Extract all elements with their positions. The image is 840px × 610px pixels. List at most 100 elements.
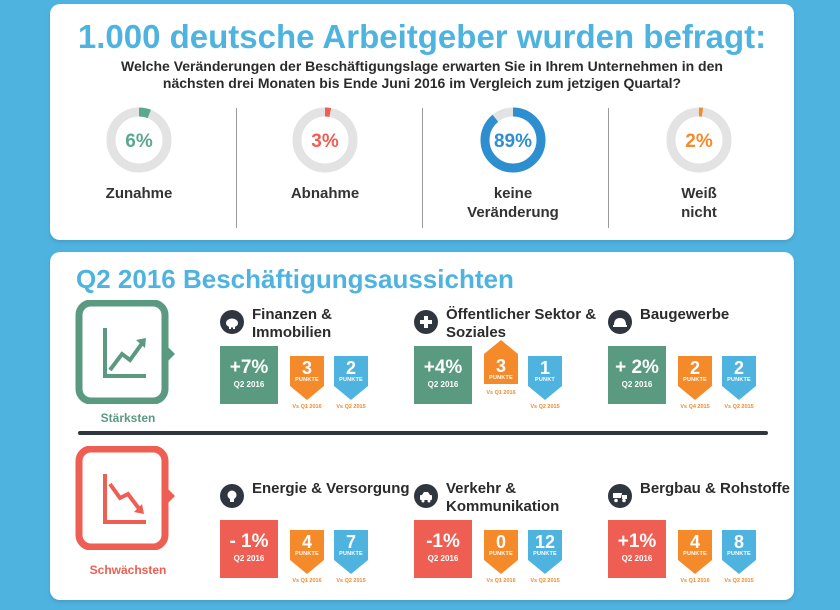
column-divider bbox=[236, 108, 237, 228]
points-box: 12 PUNKTE bbox=[528, 530, 562, 560]
arrow-down-icon bbox=[290, 386, 324, 400]
points-unit: PUNKTE bbox=[727, 377, 751, 383]
points-box: 0 PUNKTE bbox=[484, 530, 518, 560]
comparison-caption: Vs Q1 2016 bbox=[292, 404, 322, 410]
points-value: 7 bbox=[345, 532, 356, 552]
arrow-down-icon bbox=[678, 560, 712, 574]
donut-percent: 2% bbox=[685, 131, 713, 152]
donut-percent: 3% bbox=[311, 131, 339, 152]
points-box: 7 PUNKTE bbox=[334, 530, 368, 560]
points-unit: PUNKTE bbox=[339, 377, 363, 383]
points-unit: PUNKTE bbox=[683, 377, 707, 383]
outlook-title: Q2 2016 Beschäftigungsaussichten bbox=[76, 264, 514, 294]
comparison-caption: Vs Q1 2016 bbox=[292, 578, 322, 584]
points-unit: PUNKTE bbox=[295, 377, 319, 383]
sector-strongest-1: Finanzen & Immobilien +7% Q2 2016 3 PUNKTE Vs… bbox=[220, 306, 410, 436]
column-divider bbox=[422, 108, 423, 228]
sector-quarter: Q2 2016 bbox=[427, 380, 459, 389]
sector-quarter: Q2 2016 bbox=[233, 554, 265, 563]
arrow-down-icon bbox=[722, 386, 756, 400]
comparison-caption: Vs Q1 2016 bbox=[680, 578, 710, 584]
donut-chart: 2% bbox=[666, 107, 732, 173]
sector-name: Baugewerbe bbox=[640, 306, 730, 323]
sector-name: Energie & Versorgung bbox=[252, 480, 410, 497]
survey-title: 1.000 deutsche Arbeitgeber wurden befrag… bbox=[77, 18, 767, 55]
comparison-caption: Vs Q2 2015 bbox=[530, 404, 560, 410]
sector-name: Finanzen & Immobilien bbox=[252, 306, 333, 341]
points-value: 0 bbox=[495, 532, 506, 552]
lightbulb-icon bbox=[220, 484, 244, 508]
points-value: 2 bbox=[689, 358, 700, 378]
donut-label: keine Veränderung bbox=[467, 185, 559, 221]
points-value: 1 bbox=[539, 358, 550, 378]
sector-value-box: +1% Q2 2016 bbox=[608, 520, 666, 578]
arrow-down-icon bbox=[678, 386, 712, 400]
points-value: 3 bbox=[301, 358, 312, 378]
comparison-caption: Vs Q2 2015 bbox=[724, 404, 754, 410]
points-value: 4 bbox=[301, 532, 312, 552]
points-value: 4 bbox=[689, 532, 700, 552]
donut-chart: 3% bbox=[292, 107, 358, 173]
sector-value-box: + 2% Q2 2016 bbox=[608, 346, 666, 404]
comparison-caption: Vs Q2 2015 bbox=[336, 578, 366, 584]
points-value: 12 bbox=[534, 532, 556, 552]
donut-label: Zunahme bbox=[105, 185, 173, 202]
points-unit: PUNKTE bbox=[295, 551, 319, 557]
comparison-caption: Vs Q2 2015 bbox=[724, 578, 754, 584]
sector-weakest-1: Energie & Versorgung - 1% Q2 2016 4 PUNKTE Vs… bbox=[220, 480, 410, 610]
hard-hat-icon bbox=[608, 310, 632, 334]
points-box: 8 PUNKTE bbox=[722, 530, 756, 560]
chart-down-icon bbox=[75, 446, 175, 550]
points-value: 2 bbox=[733, 358, 744, 378]
donut-decrease: 3% Abnahme bbox=[250, 106, 400, 203]
sector-quarter: Q2 2016 bbox=[233, 380, 265, 389]
sector-weakest-2: Verkehr & Kommunikation -1% Q2 2016 0 PUNKTE… bbox=[414, 480, 604, 610]
donut-label: Weiß nicht bbox=[681, 185, 717, 221]
donut-percent: 89% bbox=[494, 131, 532, 152]
points-box: 2 PUNKTE bbox=[334, 356, 368, 386]
points-unit: PUNKTE bbox=[533, 551, 557, 557]
points-box: 3 PUNKTE bbox=[484, 354, 518, 384]
arrow-down-icon bbox=[528, 560, 562, 574]
points-unit: PUNKTE bbox=[489, 375, 513, 381]
sector-value-box: +4% Q2 2016 bbox=[414, 346, 472, 404]
arrow-down-icon bbox=[484, 560, 518, 574]
strongest-label: Stärksten bbox=[100, 411, 156, 425]
donut-unknown: 2% Weiß nicht bbox=[624, 106, 774, 222]
sector-value: + 2% bbox=[615, 357, 659, 378]
points-box: 2 PUNKTE bbox=[678, 356, 712, 386]
chart-up-icon bbox=[75, 300, 175, 404]
sector-weakest-3: Bergbau & Rohstoffe +1% Q2 2016 4 PUNKTE Vs Q… bbox=[608, 480, 798, 610]
mining-truck-icon bbox=[608, 484, 632, 508]
arrow-down-icon bbox=[334, 386, 368, 400]
comparison-caption: Vs Q4 2015 bbox=[680, 404, 710, 410]
sector-quarter: Q2 2016 bbox=[427, 554, 459, 563]
comparison-caption: Vs Q2 2015 bbox=[530, 578, 560, 584]
donut-no-change: 89% keine Veränderung bbox=[438, 106, 588, 222]
points-value: 8 bbox=[733, 532, 744, 552]
sector-value-box: +7% Q2 2016 bbox=[220, 346, 278, 404]
arrow-up-icon bbox=[484, 340, 518, 354]
points-unit: PUNKT bbox=[535, 377, 555, 383]
points-value: 3 bbox=[495, 356, 506, 376]
sector-value: +1% bbox=[617, 531, 657, 552]
points-unit: PUNKTE bbox=[683, 551, 707, 557]
piggy-bank-icon bbox=[220, 310, 244, 334]
comparison-caption: Vs Q1 2016 bbox=[486, 390, 516, 396]
points-box: 4 PUNKTE bbox=[290, 530, 324, 560]
sector-quarter: Q2 2016 bbox=[621, 380, 653, 389]
outlook-card: Q2 2016 Beschäftigungsaussichten Stärkst… bbox=[50, 252, 794, 600]
points-box: 3 PUNKTE bbox=[290, 356, 324, 386]
sector-name: Verkehr & Kommunikation bbox=[446, 480, 560, 515]
sector-strongest-3: Baugewerbe + 2% Q2 2016 2 PUNKTE Vs Q4 2015 2 P… bbox=[608, 306, 798, 436]
points-unit: PUNKTE bbox=[727, 551, 751, 557]
sector-value: - 1% bbox=[229, 531, 269, 552]
points-box: 4 PUNKTE bbox=[678, 530, 712, 560]
car-icon bbox=[414, 484, 438, 508]
sector-value: +7% bbox=[229, 357, 269, 378]
sector-strongest-2: Öffentlicher Sektor & Soziales +4% Q2 2016… bbox=[414, 306, 604, 436]
sector-value-box: -1% Q2 2016 bbox=[414, 520, 472, 578]
points-value: 2 bbox=[345, 358, 356, 378]
section-divider bbox=[78, 431, 768, 435]
sector-value: -1% bbox=[426, 531, 460, 552]
